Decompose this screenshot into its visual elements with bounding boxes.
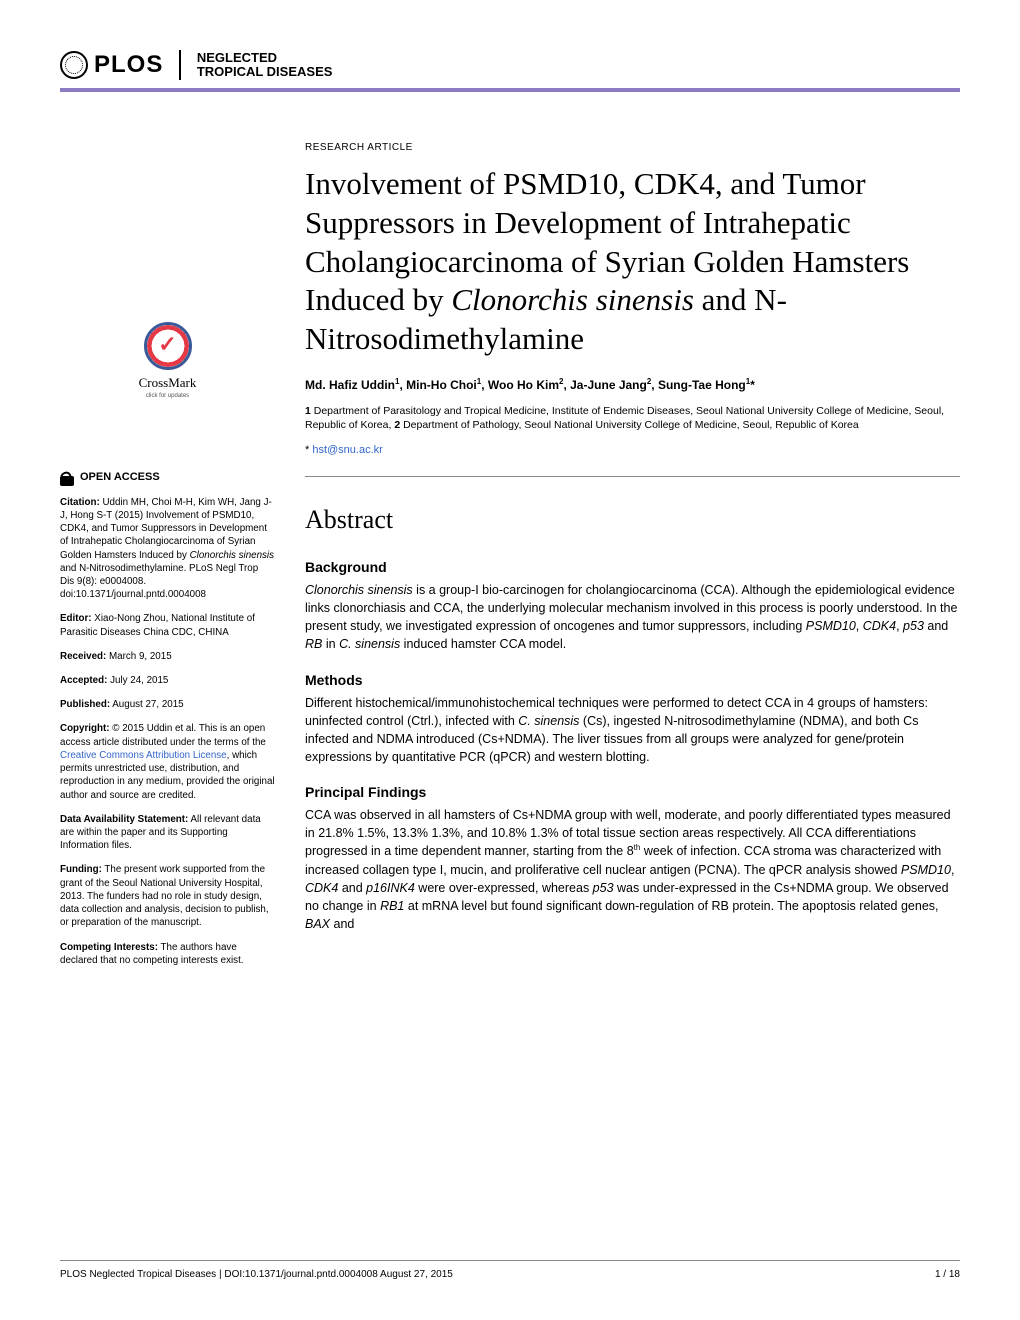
open-access-text: OPEN ACCESS (80, 470, 160, 485)
citation-block: Citation: Uddin MH, Choi M-H, Kim WH, Ja… (60, 496, 275, 602)
corr-email-link[interactable]: hst@snu.ac.kr (312, 444, 382, 456)
methods-i1: C. sinensis (518, 714, 579, 728)
abstract-heading: Abstract (305, 505, 960, 535)
f-t4: and (338, 881, 366, 895)
published-block: Published: August 27, 2015 (60, 698, 275, 711)
bg-t3: , (896, 619, 903, 633)
crossmark-widget[interactable]: CrossMark click for updates (60, 322, 275, 400)
f-i3: p16INK4 (366, 881, 415, 895)
copyright-label: Copyright: (60, 723, 110, 734)
methods-heading: Methods (305, 672, 960, 688)
funding-block: Funding: The present work supported from… (60, 863, 275, 929)
f-i1: PSMD10 (901, 863, 951, 877)
footer-left: PLOS Neglected Tropical Diseases | DOI:1… (60, 1269, 453, 1280)
f-t5: were over-expressed, whereas (415, 881, 593, 895)
corresponding-author: * hst@snu.ac.kr (305, 444, 960, 456)
license-link[interactable]: Creative Commons Attribution License (60, 750, 227, 761)
open-access-badge: OPEN ACCESS (60, 470, 275, 486)
crossmark-icon (144, 322, 192, 370)
competing-label: Competing Interests: (60, 942, 158, 953)
accepted-label: Accepted: (60, 675, 107, 686)
f-i5: RB1 (380, 899, 404, 913)
article-type: RESEARCH ARTICLE (305, 142, 960, 153)
data-availability-block: Data Availability Statement: All relevan… (60, 813, 275, 853)
funding-label: Funding: (60, 864, 102, 875)
article-content: RESEARCH ARTICLE Involvement of PSMD10, … (305, 142, 960, 978)
crossmark-sublabel: click for updates (60, 392, 275, 400)
header-divider (179, 50, 181, 80)
background-heading: Background (305, 559, 960, 575)
plos-logo-text: PLOS (94, 51, 163, 79)
journal-name-line2: TROPICAL DISEASES (197, 65, 333, 79)
bg-i2: PSMD10 (806, 619, 856, 633)
bg-i1: Clonorchis sinensis (305, 583, 413, 597)
footer-page-number: 1 / 18 (935, 1269, 960, 1280)
accepted-text: July 24, 2015 (107, 675, 168, 686)
main-layout: CrossMark click for updates OPEN ACCESS … (60, 142, 960, 978)
bg-i6: C. sinensis (339, 637, 400, 651)
citation-text2: and N-Nitrosodimethylamine. PLoS Negl Tr… (60, 563, 258, 600)
received-block: Received: March 9, 2015 (60, 650, 275, 663)
section-divider (305, 476, 960, 477)
bg-i5: RB (305, 637, 322, 651)
published-text: August 27, 2015 (110, 699, 184, 710)
plos-logo: PLOS (60, 51, 163, 79)
accepted-block: Accepted: July 24, 2015 (60, 674, 275, 687)
bg-t6: induced hamster CCA model. (400, 637, 566, 651)
citation-italic: Clonorchis sinensis (190, 550, 274, 561)
page-footer: PLOS Neglected Tropical Diseases | DOI:1… (60, 1260, 960, 1280)
sidebar: CrossMark click for updates OPEN ACCESS … (60, 142, 275, 978)
editor-block: Editor: Xiao-Nong Zhou, National Institu… (60, 612, 275, 638)
citation-label: Citation: (60, 497, 100, 508)
received-label: Received: (60, 651, 106, 662)
bg-i4: p53 (903, 619, 924, 633)
findings-heading: Principal Findings (305, 784, 960, 800)
crossmark-label: CrossMark (60, 374, 275, 392)
received-text: March 9, 2015 (106, 651, 171, 662)
copyright-block: Copyright: © 2015 Uddin et al. This is a… (60, 722, 275, 801)
bg-t2: , (856, 619, 863, 633)
plos-logo-icon (60, 51, 88, 79)
editor-label: Editor: (60, 613, 92, 624)
affil2-text: Department of Pathology, Seoul National … (400, 419, 859, 431)
affiliations: 1 Department of Parasitology and Tropica… (305, 404, 960, 432)
data-label: Data Availability Statement: (60, 814, 188, 825)
published-label: Published: (60, 699, 110, 710)
f-t8: and (330, 917, 354, 931)
author-list: Md. Hafiz Uddin1, Min-Ho Choi1, Woo Ho K… (305, 377, 960, 392)
open-lock-icon (60, 470, 74, 486)
f-t7: at mRNA level but found significant down… (404, 899, 938, 913)
competing-interests-block: Competing Interests: The authors have de… (60, 941, 275, 967)
title-italic: Clonorchis sinensis (451, 282, 694, 317)
f-i4: p53 (593, 881, 614, 895)
journal-name: NEGLECTED TROPICAL DISEASES (197, 51, 333, 80)
bg-t4: and (924, 619, 948, 633)
header-rule (60, 88, 960, 92)
methods-paragraph: Different histochemical/immunohistochemi… (305, 694, 960, 767)
bg-i3: CDK4 (863, 619, 896, 633)
bg-t5: in (322, 637, 339, 651)
findings-paragraph: CCA was observed in all hamsters of Cs+N… (305, 806, 960, 933)
background-paragraph: Clonorchis sinensis is a group-I bio-car… (305, 581, 960, 654)
article-title: Involvement of PSMD10, CDK4, and Tumor S… (305, 165, 960, 359)
f-t3: , (951, 863, 954, 877)
f-i2: CDK4 (305, 881, 338, 895)
journal-name-line1: NEGLECTED (197, 51, 333, 65)
journal-header: PLOS NEGLECTED TROPICAL DISEASES (60, 50, 960, 80)
f-i6: BAX (305, 917, 330, 931)
